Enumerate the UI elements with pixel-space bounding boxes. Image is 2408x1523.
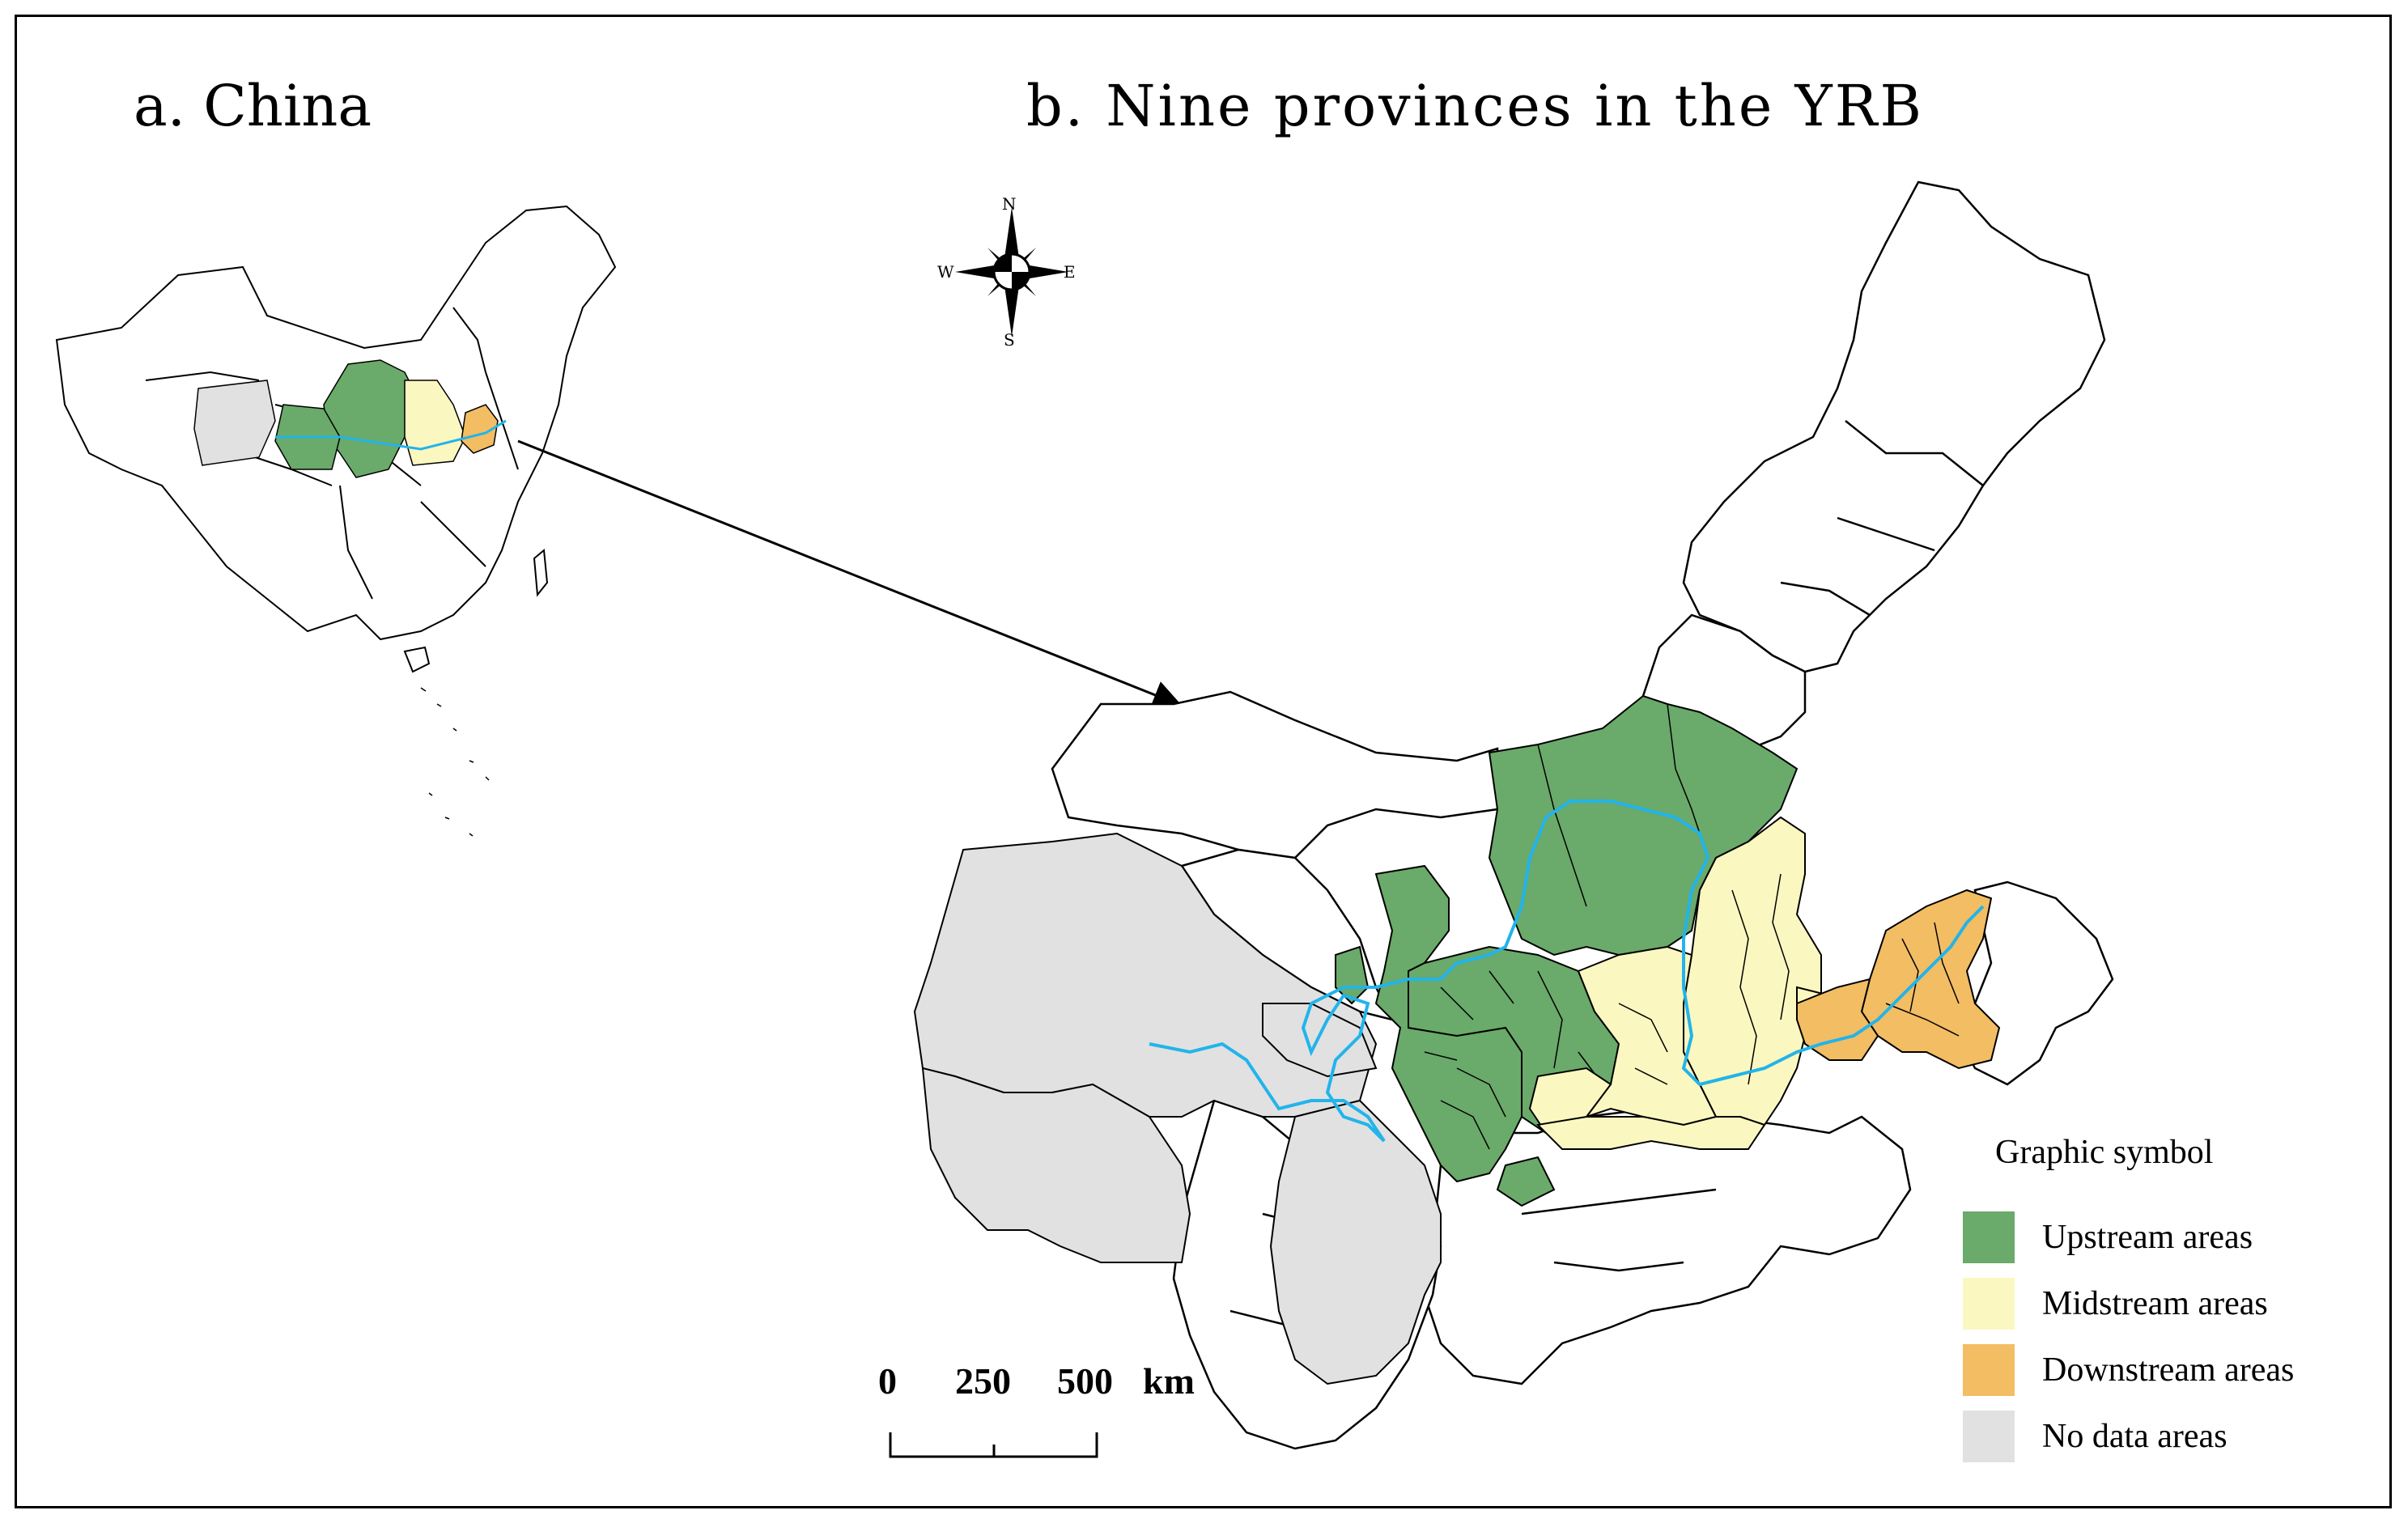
- upstream-areas: [1335, 694, 1799, 1207]
- panel-b-title: b. Nine provinces in the YRB: [1026, 73, 1924, 139]
- legend-item-nodata: No data areas: [1963, 1403, 2384, 1470]
- legend-swatch-downstream: [1963, 1344, 2015, 1396]
- legend-label-nodata: No data areas: [2042, 1418, 2228, 1455]
- no-data-areas: [913, 832, 1442, 1385]
- compass-east-label: E: [1064, 262, 1076, 282]
- legend-title: Graphic symbol: [1995, 1134, 2214, 1171]
- legend-label-upstream: Upstream areas: [2042, 1219, 2253, 1256]
- compass-west-label: W: [937, 262, 954, 282]
- scale-label-500: 500: [1057, 1360, 1113, 1402]
- legend-item-downstream: Downstream areas: [1963, 1337, 2384, 1403]
- inset-yrb-region: [193, 359, 507, 478]
- scale-label-0: 0: [878, 1360, 897, 1402]
- legend-swatch-midstream: [1963, 1278, 2015, 1330]
- compass-south-label: S: [1004, 330, 1015, 350]
- legend-swatch-nodata: [1963, 1411, 2015, 1462]
- compass-north-label: N: [1002, 194, 1017, 214]
- legend-label-midstream: Midstream areas: [2042, 1285, 2268, 1322]
- legend-item-upstream: Upstream areas: [1963, 1204, 2384, 1271]
- legend-swatch-upstream: [1963, 1211, 2015, 1263]
- legend-label-downstream: Downstream areas: [2042, 1351, 2295, 1389]
- panel-a-title: a. China: [134, 73, 372, 139]
- scale-unit-label: km: [1143, 1360, 1195, 1402]
- downstream-areas: [1796, 889, 2001, 1070]
- yellow-river-main: [1149, 800, 1985, 1143]
- pointer-arrow: [517, 439, 1183, 709]
- map-legend: Graphic symbol Upstream areas Midstream …: [1963, 1133, 2384, 1470]
- scale-label-250: 250: [955, 1360, 1011, 1402]
- legend-item-midstream: Midstream areas: [1963, 1271, 2384, 1337]
